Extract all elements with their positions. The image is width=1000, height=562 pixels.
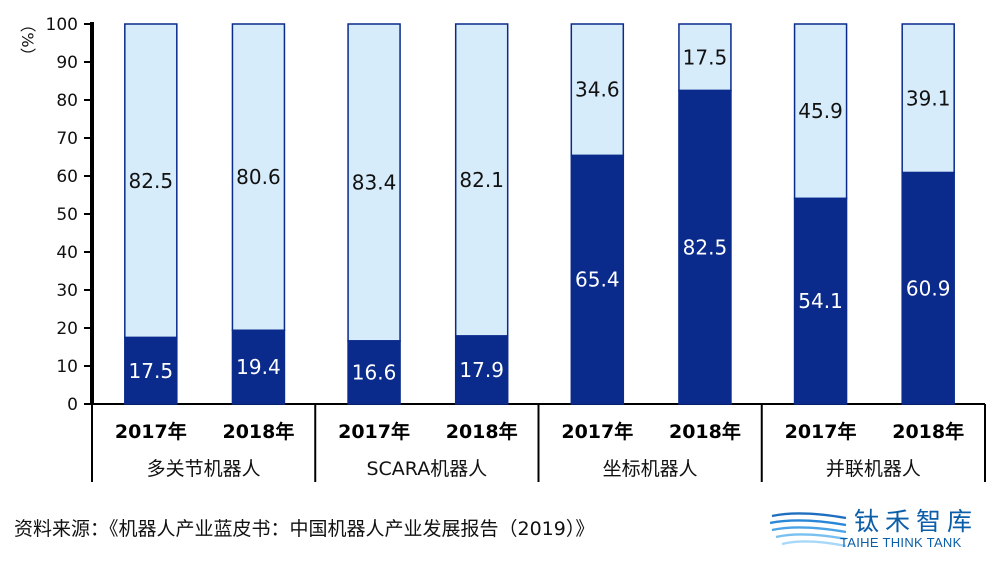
- group-label: 并联机器人: [826, 458, 921, 480]
- x-tick-label: 2018年: [892, 420, 964, 443]
- bar-segment-bottom: [678, 89, 732, 405]
- y-tick-label: 40: [56, 243, 78, 263]
- x-tick-label: 2018年: [446, 420, 518, 443]
- logo-english-text: TAIHE THINK TANK: [840, 535, 962, 550]
- x-tick-label: 2018年: [222, 420, 294, 443]
- data-label-top: 39.1: [906, 86, 951, 110]
- brand-logo: 钛禾智库 TAIHE THINK TANK: [770, 500, 995, 558]
- bar-segment-top: [570, 23, 625, 157]
- y-axis-label: （%）: [18, 16, 37, 63]
- data-label-top: 82.5: [129, 169, 174, 193]
- bar-segment-bottom: [901, 171, 955, 405]
- bar-segment-bottom: [231, 329, 286, 405]
- group-label: SCARA机器人: [366, 458, 487, 480]
- data-label-bottom: 16.6: [352, 360, 397, 384]
- data-label-bottom: 60.9: [906, 276, 951, 300]
- bar-segment-top: [454, 23, 509, 337]
- bar-segment-bottom: [347, 340, 401, 405]
- y-tick-label: 80: [56, 91, 78, 111]
- data-label-top: 83.4: [352, 170, 397, 194]
- y-tick-label: 90: [56, 53, 78, 73]
- y-tick-label: 70: [56, 129, 78, 149]
- y-tick-label: 100: [46, 15, 78, 35]
- stacked-bar-chart: 0 10 20 30 40 50 60 70 80 90 100 （%） 82.5 17.5 2017年 80…: [18, 15, 986, 482]
- data-label-bottom: 17.9: [459, 358, 504, 382]
- bar-segment-bottom: [793, 197, 848, 405]
- bar-segment-bottom: [570, 154, 625, 405]
- bar-segment-top: [347, 23, 401, 342]
- data-label-bottom: 82.5: [683, 235, 728, 259]
- data-label-top: 80.6: [236, 165, 281, 189]
- logo-wave-icon: [770, 512, 847, 548]
- bar-segment-bottom: [124, 336, 178, 405]
- bar-segment-top: [124, 23, 178, 339]
- bar-segment-top: [678, 23, 732, 92]
- y-tick-label: 0: [67, 395, 78, 415]
- y-tick-label: 30: [56, 281, 78, 301]
- y-tick-label: 10: [56, 357, 78, 377]
- x-tick-label: 2018年: [669, 420, 741, 443]
- source-note: 资料来源：《机器人产业蓝皮书：中国机器人产业发展报告（2019）》: [14, 518, 595, 540]
- group-label: 坐标机器人: [603, 458, 698, 480]
- logo-chinese-text: 钛禾智库: [854, 507, 979, 536]
- data-label-bottom: 19.4: [236, 355, 281, 379]
- x-tick-label: 2017年: [785, 420, 857, 443]
- bar-segment-top: [793, 23, 848, 200]
- y-tick-label: 60: [56, 167, 78, 187]
- y-tick-label: 50: [56, 205, 78, 225]
- y-tick-label: 20: [56, 319, 78, 339]
- x-tick-label: 2017年: [338, 420, 410, 443]
- data-label-top: 34.6: [575, 78, 620, 102]
- data-label-top: 17.5: [683, 45, 728, 69]
- group-label: 多关节机器人: [147, 458, 261, 480]
- data-label-top: 45.9: [798, 99, 843, 123]
- bar-segment-top: [231, 23, 286, 332]
- data-label-top: 82.1: [459, 168, 504, 192]
- x-tick-label: 2017年: [115, 420, 187, 443]
- data-label-bottom: 65.4: [575, 268, 620, 292]
- data-label-bottom: 17.5: [129, 359, 174, 383]
- bar-segment-top: [901, 23, 955, 174]
- data-label-bottom: 54.1: [798, 289, 843, 313]
- x-tick-label: 2017年: [561, 420, 633, 443]
- bar-segment-bottom: [454, 335, 509, 405]
